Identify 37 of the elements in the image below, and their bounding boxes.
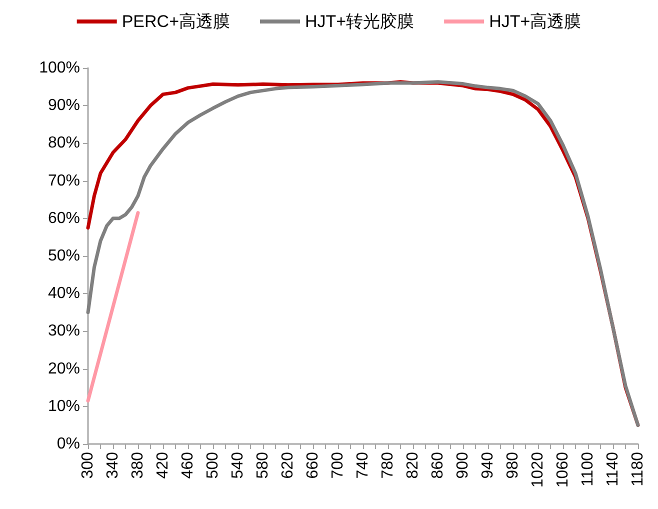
x-tick-label: 1060 xyxy=(554,452,572,488)
y-tick-label: 90% xyxy=(48,97,80,114)
y-tick-label: 100% xyxy=(39,60,80,76)
x-tick-label: 540 xyxy=(230,452,246,479)
x-tick-label: 1180 xyxy=(630,452,646,486)
x-tick-label: 340 xyxy=(104,452,122,479)
y-tick-label: 50% xyxy=(48,248,80,264)
x-tick-label: 1100 xyxy=(580,452,596,486)
y-tick-label: 10% xyxy=(48,398,80,415)
x-tick-label: 740 xyxy=(354,452,372,479)
x-tick-label: 940 xyxy=(480,452,496,479)
legend-label: PERC+高透膜 xyxy=(122,12,230,31)
y-tick-label: 20% xyxy=(48,360,80,378)
y-tick-label: 60% xyxy=(48,210,80,227)
y-tick-label: 40% xyxy=(48,285,80,302)
y-tick-label: 30% xyxy=(48,322,80,340)
x-tick-label: 980 xyxy=(504,452,522,479)
x-tick-label: 820 xyxy=(404,452,422,479)
x-tick-label: 700 xyxy=(330,452,346,479)
x-tick-label: 500 xyxy=(204,452,222,479)
x-tick-label: 900 xyxy=(454,452,472,479)
x-tick-label: 860 xyxy=(430,452,446,479)
x-tick-label: 460 xyxy=(180,452,196,479)
x-tick-label: 1140 xyxy=(604,452,622,486)
x-tick-label: 580 xyxy=(254,452,272,479)
x-tick-label: 1020 xyxy=(530,452,546,488)
y-tick-label: 0% xyxy=(56,436,80,452)
x-tick-label: 300 xyxy=(80,452,96,479)
legend-label: HJT+转光胶膜 xyxy=(304,12,414,31)
y-tick-label: 80% xyxy=(48,134,80,152)
x-tick-label: 660 xyxy=(304,452,322,479)
legend-label: HJT+高透膜 xyxy=(489,12,582,31)
x-tick-label: 780 xyxy=(380,452,396,479)
x-tick-label: 380 xyxy=(130,452,146,479)
y-tick-label: 70% xyxy=(48,172,80,190)
x-tick-label: 420 xyxy=(154,452,172,479)
x-tick-label: 620 xyxy=(280,452,296,479)
